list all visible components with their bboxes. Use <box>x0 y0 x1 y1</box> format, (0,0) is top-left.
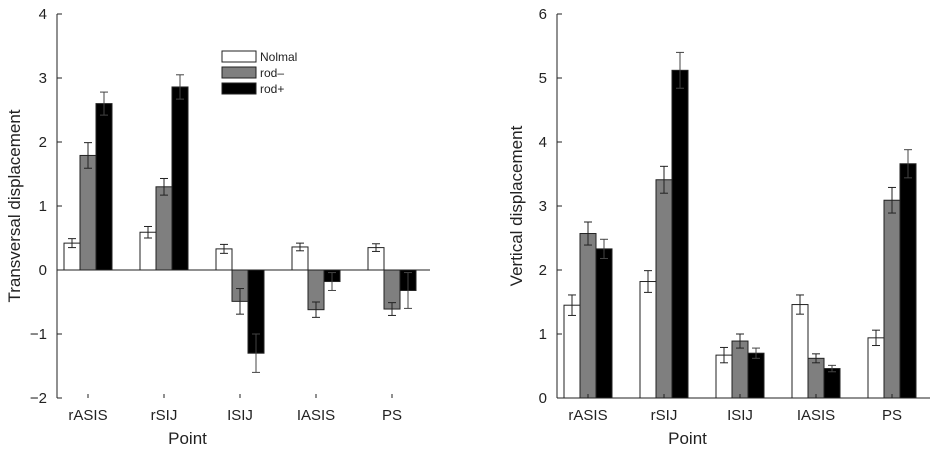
bar-rsij-2 <box>155 186 173 271</box>
y-tick-label: 3 <box>539 198 547 215</box>
legend-swatch-2 <box>221 66 257 79</box>
bar-rasis-2 <box>79 154 97 271</box>
bar-rsij-2 <box>655 179 673 399</box>
bar-isij-2 <box>731 340 749 399</box>
y-tick-label: 1 <box>539 326 547 343</box>
bar-iasis-2 <box>807 357 825 399</box>
y-tick-label: 3 <box>39 70 47 87</box>
x-axis-title: Point <box>168 429 207 448</box>
bar-ps-3 <box>899 163 917 399</box>
bar-rasis-2 <box>579 233 597 399</box>
x-tick-label: IASIS <box>297 407 335 424</box>
legend-label-3: rod+ <box>260 82 284 96</box>
bar-rasis-3 <box>595 248 613 399</box>
bar-rsij-3 <box>171 86 189 271</box>
legend-label-1: Nolmal <box>260 50 297 64</box>
y-tick-label: 0 <box>39 262 47 279</box>
y-tick-label: −2 <box>30 390 47 407</box>
x-tick-label: IASIS <box>797 407 835 424</box>
y-tick-label: 5 <box>539 70 547 87</box>
legend-label-2: rod– <box>260 66 284 80</box>
chart-panel-2: rASIS rSIJ ISIJ IASIS PS 0 1 2 3 4 5 6 Point Vertical… <box>507 6 930 448</box>
chart-panel-1: rASIS rSIJ ISIJ IASIS PS −2 −1 0 1 2 3 4 Point Transv… <box>5 6 430 448</box>
y-tick-label: 2 <box>39 134 47 151</box>
y-tick-label: 4 <box>539 134 547 151</box>
y-axis-title: Vertical displacement <box>507 125 526 286</box>
bar-rsij-3 <box>671 69 689 399</box>
x-tick-label: PS <box>382 407 402 424</box>
bar-iasis-1 <box>791 304 809 399</box>
bar-ps-2 <box>883 199 901 399</box>
y-tick-label: 1 <box>39 198 47 215</box>
bar-iasis-3 <box>823 368 841 399</box>
y-tick-label: 2 <box>539 262 547 279</box>
bar-isij-3 <box>747 352 765 399</box>
bar-rasis-3 <box>95 103 113 271</box>
bar-rsij-1 <box>639 281 657 399</box>
x-axis-title: Point <box>668 429 707 448</box>
y-tick-label: 0 <box>539 390 547 407</box>
bar-ps-1 <box>867 337 885 399</box>
x-tick-label: rASIS <box>568 407 607 424</box>
y-tick-label: 6 <box>539 6 547 23</box>
legend-swatch-3 <box>221 82 257 95</box>
y-axis-title: Transversal displacement <box>5 109 24 302</box>
x-tick-label: ISIJ <box>727 407 753 424</box>
x-tick-label: ISIJ <box>227 407 253 424</box>
legend-swatch-1 <box>221 50 257 63</box>
y-tick-label: 4 <box>39 6 47 23</box>
x-tick-label: PS <box>882 407 902 424</box>
bar-rasis-1 <box>563 304 581 399</box>
x-tick-label: rASIS <box>68 407 107 424</box>
x-tick-label: rSIJ <box>651 407 678 424</box>
y-tick-label: −1 <box>30 326 47 343</box>
x-tick-label: rSIJ <box>151 407 178 424</box>
legend: Nolmal rod– rod+ <box>221 50 297 96</box>
